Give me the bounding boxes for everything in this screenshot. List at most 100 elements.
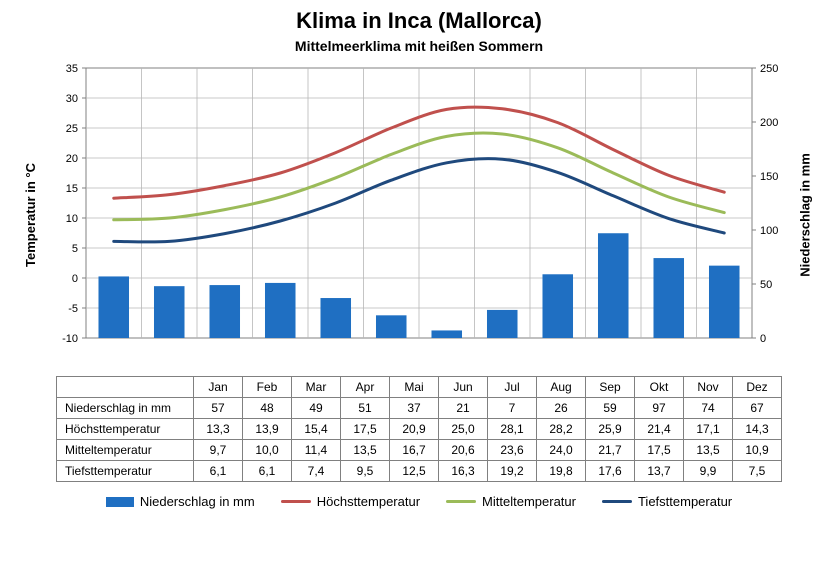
svg-text:50: 50 bbox=[760, 279, 772, 291]
table-value-cell: 13,7 bbox=[635, 461, 684, 482]
svg-text:-10: -10 bbox=[62, 333, 78, 345]
table-value-cell: 17,1 bbox=[684, 419, 733, 440]
table-value-cell: 16,3 bbox=[439, 461, 488, 482]
legend-swatch-line bbox=[602, 500, 632, 503]
table-value-cell: 6,1 bbox=[243, 461, 292, 482]
table-value-cell: 24,0 bbox=[537, 440, 586, 461]
chart-title: Klima in Inca (Mallorca) bbox=[16, 8, 822, 34]
table-value-cell: 20,9 bbox=[390, 419, 439, 440]
table-value-cell: 7 bbox=[488, 398, 537, 419]
table-row: Tiefsttemperatur6,16,17,49,512,516,319,2… bbox=[57, 461, 782, 482]
svg-text:0: 0 bbox=[760, 333, 766, 345]
table-value-cell: 13,3 bbox=[194, 419, 243, 440]
table-month-cell: Mai bbox=[390, 377, 439, 398]
svg-text:20: 20 bbox=[66, 153, 78, 165]
table-value-cell: 37 bbox=[390, 398, 439, 419]
table-value-cell: 57 bbox=[194, 398, 243, 419]
table-value-cell: 21,4 bbox=[635, 419, 684, 440]
legend-swatch-line bbox=[281, 500, 311, 503]
table-month-cell: Apr bbox=[341, 377, 390, 398]
svg-text:15: 15 bbox=[66, 183, 78, 195]
table-value-cell: 13,5 bbox=[684, 440, 733, 461]
table-value-cell: 97 bbox=[635, 398, 684, 419]
table-row-label: Niederschlag in mm bbox=[57, 398, 194, 419]
table-month-cell: Jan bbox=[194, 377, 243, 398]
svg-text:-5: -5 bbox=[68, 303, 78, 315]
chart-area: Temperatur in °C Niederschlag in mm -10 -… bbox=[16, 60, 822, 370]
table-value-cell: 19,8 bbox=[537, 461, 586, 482]
table-value-cell: 13,9 bbox=[243, 419, 292, 440]
table-row-label: Mitteltemperatur bbox=[57, 440, 194, 461]
legend-label: Tiefsttemperatur bbox=[638, 494, 732, 509]
table-value-cell: 9,7 bbox=[194, 440, 243, 461]
svg-text:150: 150 bbox=[760, 171, 778, 183]
table-row: Niederschlag in mm5748495137217265997746… bbox=[57, 398, 782, 419]
svg-text:30: 30 bbox=[66, 93, 78, 105]
table-value-cell: 13,5 bbox=[341, 440, 390, 461]
table-value-cell: 15,4 bbox=[292, 419, 341, 440]
table-value-cell: 11,4 bbox=[292, 440, 341, 461]
table-row-label: Höchsttemperatur bbox=[57, 419, 194, 440]
svg-text:200: 200 bbox=[760, 117, 778, 129]
table-value-cell: 20,6 bbox=[439, 440, 488, 461]
table-value-cell: 59 bbox=[586, 398, 635, 419]
table-value-cell: 10,9 bbox=[733, 440, 782, 461]
table-corner-cell bbox=[57, 377, 194, 398]
legend-label: Mitteltemperatur bbox=[482, 494, 576, 509]
svg-text:35: 35 bbox=[66, 63, 78, 75]
table-row: Höchsttemperatur13,313,915,417,520,925,0… bbox=[57, 419, 782, 440]
table-value-cell: 7,5 bbox=[733, 461, 782, 482]
table-header-row: JanFebMarAprMaiJunJulAugSepOktNovDez bbox=[57, 377, 782, 398]
y-right-axis-label: Niederschlag in mm bbox=[798, 153, 813, 277]
table-value-cell: 17,5 bbox=[341, 419, 390, 440]
table-value-cell: 26 bbox=[537, 398, 586, 419]
legend: Niederschlag in mm Höchsttemperatur Mittel… bbox=[16, 494, 822, 509]
table-value-cell: 21,7 bbox=[586, 440, 635, 461]
svg-text:25: 25 bbox=[66, 123, 78, 135]
table-value-cell: 14,3 bbox=[733, 419, 782, 440]
svg-text:0: 0 bbox=[72, 273, 78, 285]
svg-text:100: 100 bbox=[760, 225, 778, 237]
table-value-cell: 10,0 bbox=[243, 440, 292, 461]
table-month-cell: Aug bbox=[537, 377, 586, 398]
table-value-cell: 12,5 bbox=[390, 461, 439, 482]
table-month-cell: Dez bbox=[733, 377, 782, 398]
table-value-cell: 25,0 bbox=[439, 419, 488, 440]
table-value-cell: 21 bbox=[439, 398, 488, 419]
table-value-cell: 9,5 bbox=[341, 461, 390, 482]
legend-label: Niederschlag in mm bbox=[140, 494, 255, 509]
y-left-axis-label: Temperatur in °C bbox=[23, 163, 38, 267]
table-value-cell: 25,9 bbox=[586, 419, 635, 440]
table-month-cell: Okt bbox=[635, 377, 684, 398]
legend-item: Höchsttemperatur bbox=[281, 494, 420, 509]
table-value-cell: 51 bbox=[341, 398, 390, 419]
table-value-cell: 28,1 bbox=[488, 419, 537, 440]
table-row-label: Tiefsttemperatur bbox=[57, 461, 194, 482]
data-table: JanFebMarAprMaiJunJulAugSepOktNovDezNied… bbox=[56, 376, 782, 482]
table-month-cell: Mar bbox=[292, 377, 341, 398]
table-value-cell: 17,6 bbox=[586, 461, 635, 482]
table-month-cell: Feb bbox=[243, 377, 292, 398]
table-month-cell: Jun bbox=[439, 377, 488, 398]
table-value-cell: 7,4 bbox=[292, 461, 341, 482]
legend-swatch-bar bbox=[106, 497, 134, 507]
table-month-cell: Jul bbox=[488, 377, 537, 398]
table-value-cell: 19,2 bbox=[488, 461, 537, 482]
table-value-cell: 48 bbox=[243, 398, 292, 419]
table-month-cell: Nov bbox=[684, 377, 733, 398]
climate-chart-frame: Klima in Inca (Mallorca) Mittelmeerklima… bbox=[0, 0, 838, 579]
chart-svg: -10-505101520253035050100150200250 bbox=[16, 60, 822, 360]
legend-swatch-line bbox=[446, 500, 476, 503]
chart-subtitle: Mittelmeerklima mit heißen Sommern bbox=[16, 38, 822, 54]
table-value-cell: 23,6 bbox=[488, 440, 537, 461]
legend-item: Niederschlag in mm bbox=[106, 494, 255, 509]
table-value-cell: 28,2 bbox=[537, 419, 586, 440]
table-value-cell: 9,9 bbox=[684, 461, 733, 482]
table-row: Mitteltemperatur9,710,011,413,516,720,62… bbox=[57, 440, 782, 461]
table-value-cell: 74 bbox=[684, 398, 733, 419]
legend-item: Tiefsttemperatur bbox=[602, 494, 732, 509]
svg-text:5: 5 bbox=[72, 243, 78, 255]
table-value-cell: 17,5 bbox=[635, 440, 684, 461]
svg-text:250: 250 bbox=[760, 63, 778, 75]
table-value-cell: 49 bbox=[292, 398, 341, 419]
